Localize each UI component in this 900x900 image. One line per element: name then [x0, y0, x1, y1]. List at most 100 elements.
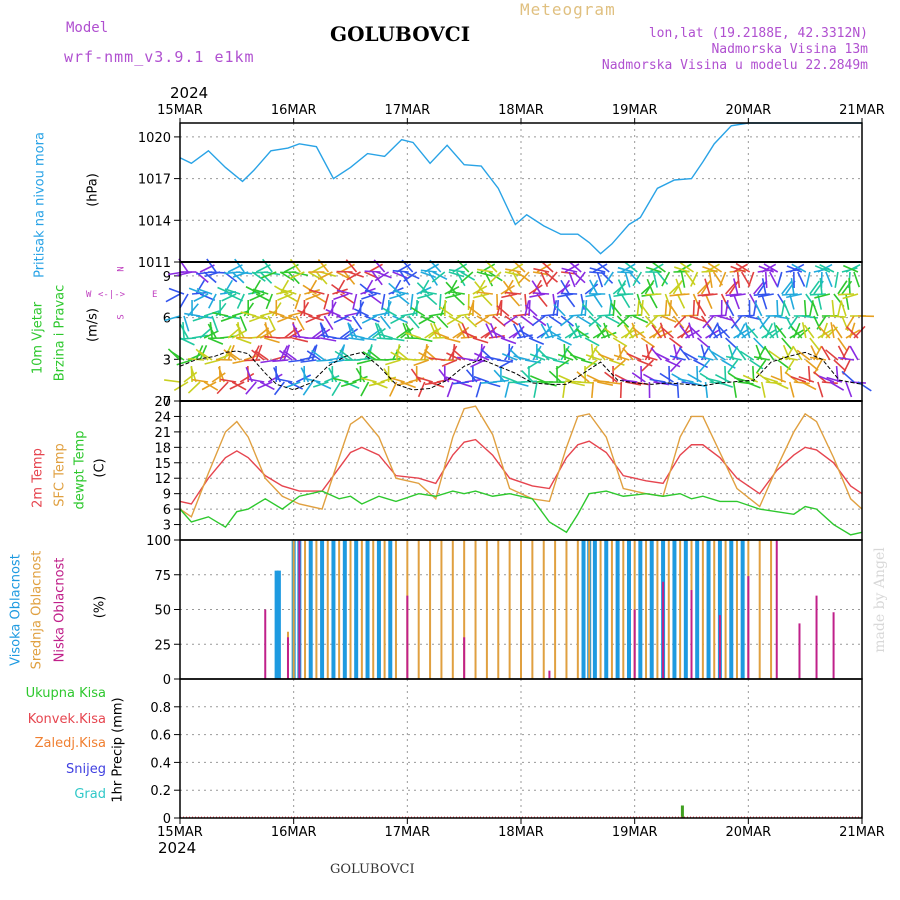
wind-barb [168, 287, 185, 295]
wind-barb [325, 308, 341, 317]
wind-barb [564, 293, 576, 308]
wind-barb [408, 315, 420, 329]
wind-barb [820, 345, 831, 361]
y-tick-label: 21 [154, 426, 171, 441]
wind-barb [265, 293, 274, 310]
wind-barb [493, 369, 506, 383]
wind-barb [216, 381, 229, 395]
wind-barb [362, 351, 377, 361]
wind-barb [389, 376, 405, 383]
wind-barb [604, 315, 620, 325]
wind-barb [676, 381, 680, 399]
wind-barb [305, 293, 321, 301]
wind-barb [527, 359, 542, 370]
wind-barb [501, 375, 518, 383]
model-name: wrf-nmm_v3.9.1 e1km [64, 48, 255, 66]
wind-barb [513, 355, 530, 361]
wind-barb [192, 378, 209, 383]
wind-barb [556, 337, 572, 346]
wind-barb [755, 359, 767, 374]
wind-barb [413, 359, 429, 367]
wind-barb [818, 325, 831, 339]
wind-barb [381, 293, 386, 310]
wind-barb [764, 346, 775, 361]
wind-barb [361, 293, 377, 300]
wind-barb [277, 315, 293, 323]
wind-barb [588, 315, 602, 327]
x-tick-label-bottom: 15MAR [157, 825, 203, 840]
wind-barb [553, 303, 566, 317]
wind-barb [596, 261, 610, 273]
wind-barb [697, 337, 711, 349]
wind-barb [405, 332, 421, 339]
wind-barb [576, 315, 592, 325]
wind-barb [705, 377, 722, 383]
wind-barb [533, 381, 538, 398]
wind-barb [610, 303, 622, 317]
wind-barb [732, 293, 740, 310]
wind-barb [608, 300, 613, 317]
wind-barb [624, 271, 631, 288]
wind-barb [564, 263, 580, 273]
wind-barb [801, 381, 817, 391]
y-tick-label: 3 [163, 519, 171, 534]
wind-barb [671, 373, 686, 383]
wind-barb [740, 271, 751, 287]
wind-barb [173, 381, 189, 391]
wind-barb [853, 271, 861, 288]
wind-barb [673, 293, 690, 297]
wind-barb [640, 337, 656, 348]
wind-barb [793, 322, 801, 339]
wind-barb [805, 271, 811, 288]
wind-barb [789, 263, 805, 273]
wind-barb [302, 381, 314, 396]
y-tick-label: 0 [163, 812, 171, 827]
wind-barb [180, 337, 197, 340]
wind-barb [475, 381, 482, 398]
wind-barb [279, 271, 295, 282]
wind-barb [331, 381, 342, 397]
wind-barb [674, 266, 690, 273]
wind-barb [659, 372, 674, 383]
wind-barb [831, 299, 835, 317]
wind-barb [336, 271, 352, 280]
wind-barb [273, 381, 285, 396]
wind-barb [753, 356, 770, 361]
y-tick-label: 0.4 [150, 756, 171, 771]
wind-barb [339, 327, 354, 339]
precip-label-5: Grad [74, 787, 106, 802]
wind-barb [433, 331, 450, 339]
wind-barb [308, 289, 325, 295]
wind-barb [476, 291, 494, 295]
wind-barb [661, 381, 678, 387]
wind-barb [803, 299, 807, 317]
wind-barb [689, 381, 706, 388]
wind-barb [207, 323, 217, 339]
wind-barb [721, 359, 736, 369]
wind-barb [757, 268, 774, 273]
wind-barb [279, 279, 290, 295]
wind-barb [385, 359, 401, 366]
wind-barb [231, 381, 247, 391]
wind-barb [396, 381, 413, 386]
wind-barb [603, 271, 614, 286]
wind-barb [448, 345, 458, 361]
x-tick-label-bottom: 17MAR [384, 825, 430, 840]
y-tick-label: 12 [154, 472, 171, 487]
wind-barb [259, 381, 275, 391]
wind-barb [416, 337, 433, 343]
wind-barb [263, 323, 273, 339]
wind-barb [814, 293, 831, 299]
wind-barb [448, 290, 465, 295]
wind-barb [597, 314, 614, 317]
wind-barb [518, 322, 526, 339]
wind-barb [834, 271, 839, 288]
wind-barb [628, 271, 641, 285]
wind-barb [297, 309, 313, 317]
panel-frame [179, 122, 863, 263]
wind-barb [355, 367, 366, 383]
wind-barb [790, 375, 807, 383]
wind-barb [292, 323, 302, 339]
wind-barb [484, 313, 501, 317]
wind-barb [664, 299, 668, 317]
